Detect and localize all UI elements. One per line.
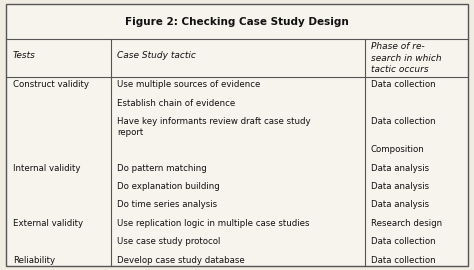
Text: Data analysis: Data analysis	[371, 164, 429, 173]
Text: Internal validity: Internal validity	[13, 164, 80, 173]
Text: Research design: Research design	[371, 219, 442, 228]
Text: Tests: Tests	[13, 51, 36, 60]
Text: Data collection: Data collection	[371, 80, 435, 89]
Text: Case Study tactic: Case Study tactic	[117, 51, 196, 60]
Text: Use replication logic in multiple case studies: Use replication logic in multiple case s…	[117, 219, 310, 228]
Text: Use multiple sources of evidence: Use multiple sources of evidence	[117, 80, 260, 89]
Text: Establish chain of evidence: Establish chain of evidence	[117, 99, 235, 107]
Text: Data collection: Data collection	[371, 237, 435, 246]
Text: Reliability: Reliability	[13, 255, 55, 265]
Text: Do time series analysis: Do time series analysis	[117, 200, 217, 210]
Text: External validity: External validity	[13, 219, 83, 228]
Text: Develop case study database: Develop case study database	[117, 255, 245, 265]
Text: Phase of re-
search in which
tactic occurs: Phase of re- search in which tactic occu…	[371, 42, 441, 75]
Text: Data collection: Data collection	[371, 255, 435, 265]
Text: Figure 2: Checking Case Study Design: Figure 2: Checking Case Study Design	[125, 16, 349, 27]
Text: Data analysis: Data analysis	[371, 182, 429, 191]
Text: Construct validity: Construct validity	[13, 80, 89, 89]
Text: Data analysis: Data analysis	[371, 200, 429, 210]
Text: Have key informants review draft case study
report: Have key informants review draft case st…	[117, 117, 310, 137]
Text: Use case study protocol: Use case study protocol	[117, 237, 220, 246]
Text: Do pattern matching: Do pattern matching	[117, 164, 207, 173]
Text: Data collection: Data collection	[371, 117, 435, 126]
Text: Do explanation building: Do explanation building	[117, 182, 220, 191]
Text: Composition: Composition	[371, 145, 424, 154]
